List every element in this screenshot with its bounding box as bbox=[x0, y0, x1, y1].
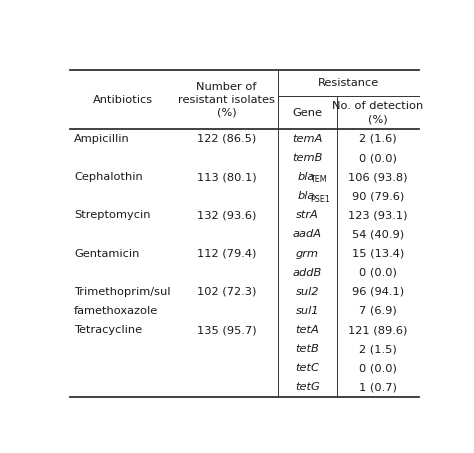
Text: 15 (13.4): 15 (13.4) bbox=[352, 249, 404, 259]
Text: tetA: tetA bbox=[295, 325, 319, 335]
Text: addB: addB bbox=[292, 268, 322, 278]
Text: Gene: Gene bbox=[292, 108, 322, 118]
Text: 54 (40.9): 54 (40.9) bbox=[352, 230, 404, 240]
Text: temB: temB bbox=[292, 153, 322, 163]
Text: 135 (95.7): 135 (95.7) bbox=[197, 325, 256, 335]
Text: 113 (80.1): 113 (80.1) bbox=[197, 172, 256, 182]
Text: 123 (93.1): 123 (93.1) bbox=[348, 210, 408, 220]
Text: strA: strA bbox=[296, 210, 319, 220]
Text: 2 (1.6): 2 (1.6) bbox=[359, 134, 397, 144]
Text: 106 (93.8): 106 (93.8) bbox=[348, 172, 408, 182]
Text: TEM: TEM bbox=[310, 175, 327, 184]
Text: Cephalothin: Cephalothin bbox=[74, 172, 143, 182]
Text: 0 (0.0): 0 (0.0) bbox=[359, 268, 397, 278]
Text: 102 (72.3): 102 (72.3) bbox=[197, 287, 256, 297]
Text: sul2: sul2 bbox=[295, 287, 319, 297]
Text: 2 (1.5): 2 (1.5) bbox=[359, 344, 397, 354]
Text: bla: bla bbox=[298, 172, 315, 182]
Text: Trimethoprim/sul: Trimethoprim/sul bbox=[74, 287, 171, 297]
Text: PSE1: PSE1 bbox=[310, 194, 329, 203]
Text: 112 (79.4): 112 (79.4) bbox=[197, 249, 256, 259]
Text: Number of
resistant isolates
(%): Number of resistant isolates (%) bbox=[178, 82, 275, 117]
Text: tetB: tetB bbox=[295, 344, 319, 354]
Text: 132 (93.6): 132 (93.6) bbox=[197, 210, 256, 220]
Text: Streptomycin: Streptomycin bbox=[74, 210, 150, 220]
Text: tetG: tetG bbox=[295, 382, 319, 392]
Text: sul1: sul1 bbox=[295, 306, 319, 316]
Text: 96 (94.1): 96 (94.1) bbox=[352, 287, 404, 297]
Text: Tetracycline: Tetracycline bbox=[74, 325, 142, 335]
Text: tetC: tetC bbox=[295, 363, 319, 373]
Text: Ampicillin: Ampicillin bbox=[74, 134, 130, 144]
Text: Gentamicin: Gentamicin bbox=[74, 249, 139, 259]
Text: No. of detection
(%): No. of detection (%) bbox=[332, 101, 424, 124]
Text: grm: grm bbox=[296, 249, 319, 259]
Text: 1 (0.7): 1 (0.7) bbox=[359, 382, 397, 392]
Text: bla: bla bbox=[298, 191, 315, 201]
Text: 0 (0.0): 0 (0.0) bbox=[359, 363, 397, 373]
Text: 90 (79.6): 90 (79.6) bbox=[352, 191, 404, 201]
Text: 0 (0.0): 0 (0.0) bbox=[359, 153, 397, 163]
Text: aadA: aadA bbox=[293, 230, 322, 240]
Text: 121 (89.6): 121 (89.6) bbox=[348, 325, 408, 335]
Text: 122 (86.5): 122 (86.5) bbox=[197, 134, 256, 144]
Text: Antibiotics: Antibiotics bbox=[92, 95, 153, 105]
Text: 7 (6.9): 7 (6.9) bbox=[359, 306, 397, 316]
Text: temA: temA bbox=[292, 134, 322, 144]
Text: Resistance: Resistance bbox=[318, 78, 379, 88]
Text: famethoxazole: famethoxazole bbox=[74, 306, 158, 316]
